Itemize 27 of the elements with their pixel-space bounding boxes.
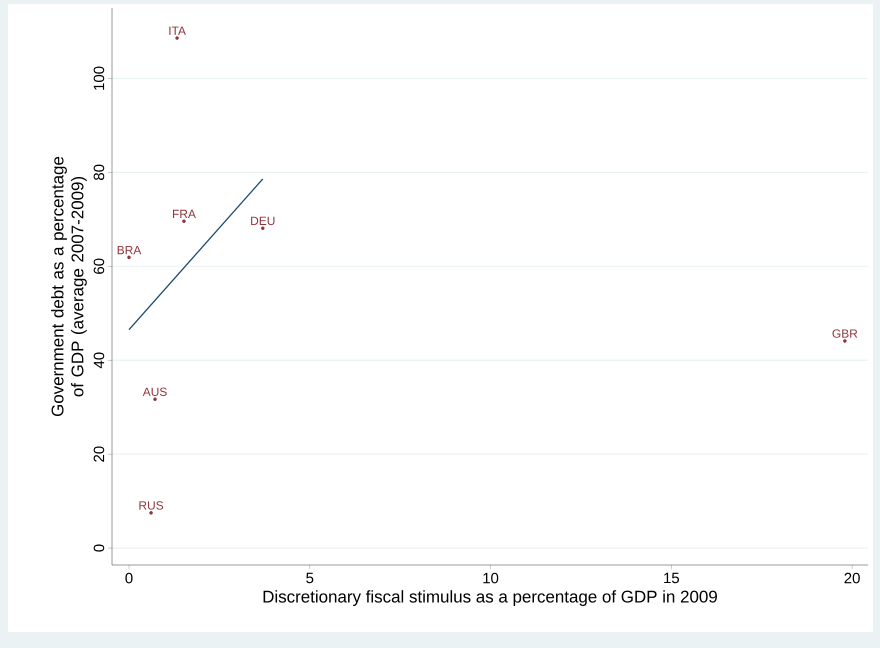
point <box>127 256 131 260</box>
point <box>149 511 153 515</box>
annotation: AUS <box>142 388 167 396</box>
point <box>843 339 847 343</box>
annotation: DEU <box>251 216 274 226</box>
y-tick-label: 80 <box>94 164 104 180</box>
point <box>260 226 265 230</box>
y-tick-label: 40 <box>94 352 104 368</box>
x-axis-title: Discretionary fiscal stimulus as a percentage of GDP in 2009 <box>264 590 717 606</box>
annotation: FRA <box>172 210 196 218</box>
y-tick-label: 100 <box>94 66 104 90</box>
annotation: BRA <box>118 246 142 254</box>
x-tick-label: 10 <box>483 572 498 584</box>
y-tick-label: 0 <box>94 544 104 552</box>
point <box>153 397 157 402</box>
y-axis-title: Government debt as a percentage of GDP (average 2007-2009) <box>51 156 87 416</box>
annotation: ITA <box>169 26 186 35</box>
point <box>175 36 179 40</box>
point <box>182 219 186 224</box>
annotation: GBR <box>832 329 858 338</box>
annotation: RUS <box>139 501 164 510</box>
y-tick-label: 60 <box>94 258 104 274</box>
x-tick-label: 5 <box>306 572 314 584</box>
x-tick-label: 20 <box>844 572 860 584</box>
x-tick-label: 15 <box>664 572 680 584</box>
y-tick-label: 20 <box>94 446 104 462</box>
x-tick-label: 0 <box>125 572 133 584</box>
